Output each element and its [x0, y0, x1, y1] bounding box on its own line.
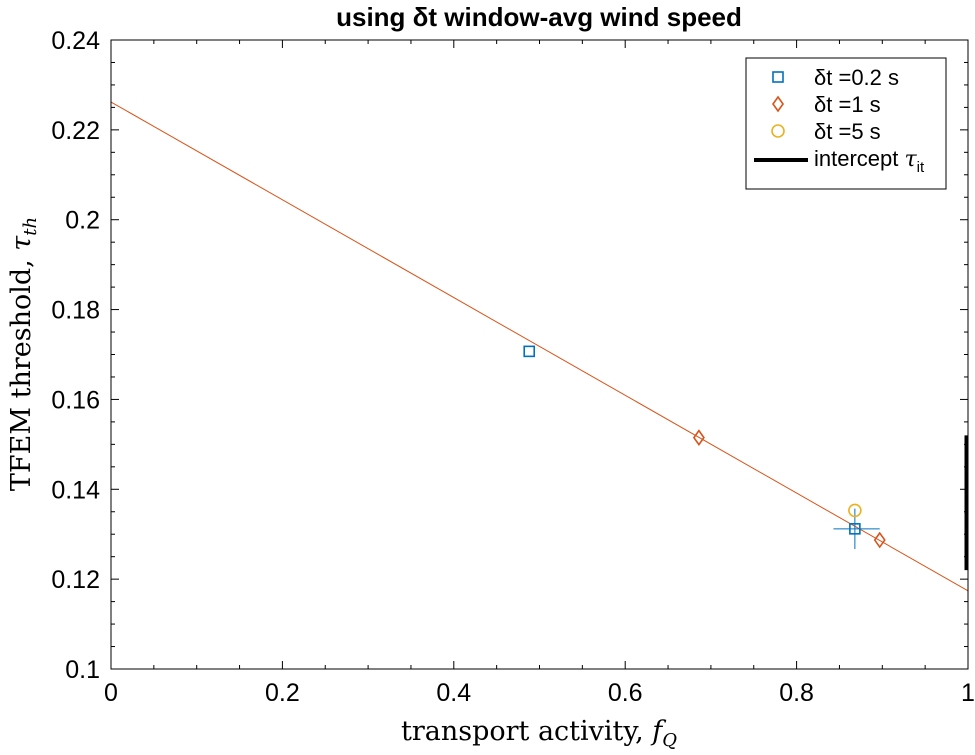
x-axis-label: transport activity, fQ — [401, 716, 677, 750]
x-tick-label: 1 — [961, 679, 975, 707]
data-point — [523, 345, 536, 358]
data-point — [849, 523, 861, 535]
y-tick-label: 0.16 — [51, 386, 100, 414]
y-tick-label: 0.12 — [51, 566, 100, 594]
x-tick-label: 0.8 — [779, 679, 814, 707]
data-point — [848, 503, 862, 518]
legend-marker — [772, 71, 784, 83]
y-tick-label: 0.18 — [51, 297, 100, 325]
legend-label: δt =0.2 s — [814, 65, 899, 90]
data-point — [692, 429, 705, 446]
x-tick-label: 0.4 — [436, 679, 471, 707]
legend-box — [745, 57, 947, 190]
legend-label: δt =1 s — [814, 92, 881, 117]
ticks: 0 0.2 0.4 0.6 0.8 1 0.1 0.12 0.14 0.16 0.18 0.2 0.22… — [51, 27, 975, 707]
legend-label: intercept τit — [814, 146, 925, 176]
y-tick-label: 0.2 — [65, 207, 100, 235]
y-tick-label: 0.24 — [51, 27, 100, 55]
data-point — [873, 531, 886, 549]
fit-line — [111, 101, 968, 592]
plot-area — [111, 101, 968, 592]
legend-label: δt =5 s — [814, 119, 881, 144]
x-tick-label: 0.2 — [265, 679, 300, 707]
legend-marker — [772, 95, 784, 113]
x-tick-label: 0 — [104, 679, 118, 707]
y-tick-label: 0.22 — [51, 117, 100, 145]
y-axis-label: TFEM threshold, τth — [6, 217, 41, 491]
y-tick-label: 0.1 — [65, 656, 100, 684]
title-text: using δt window-avg wind speed — [336, 2, 742, 32]
x-tick-label: 0.6 — [608, 679, 643, 707]
chart-title: using δt window-avg wind speed — [336, 2, 742, 32]
legend-marker — [771, 124, 785, 138]
y-tick-label: 0.14 — [51, 476, 100, 504]
